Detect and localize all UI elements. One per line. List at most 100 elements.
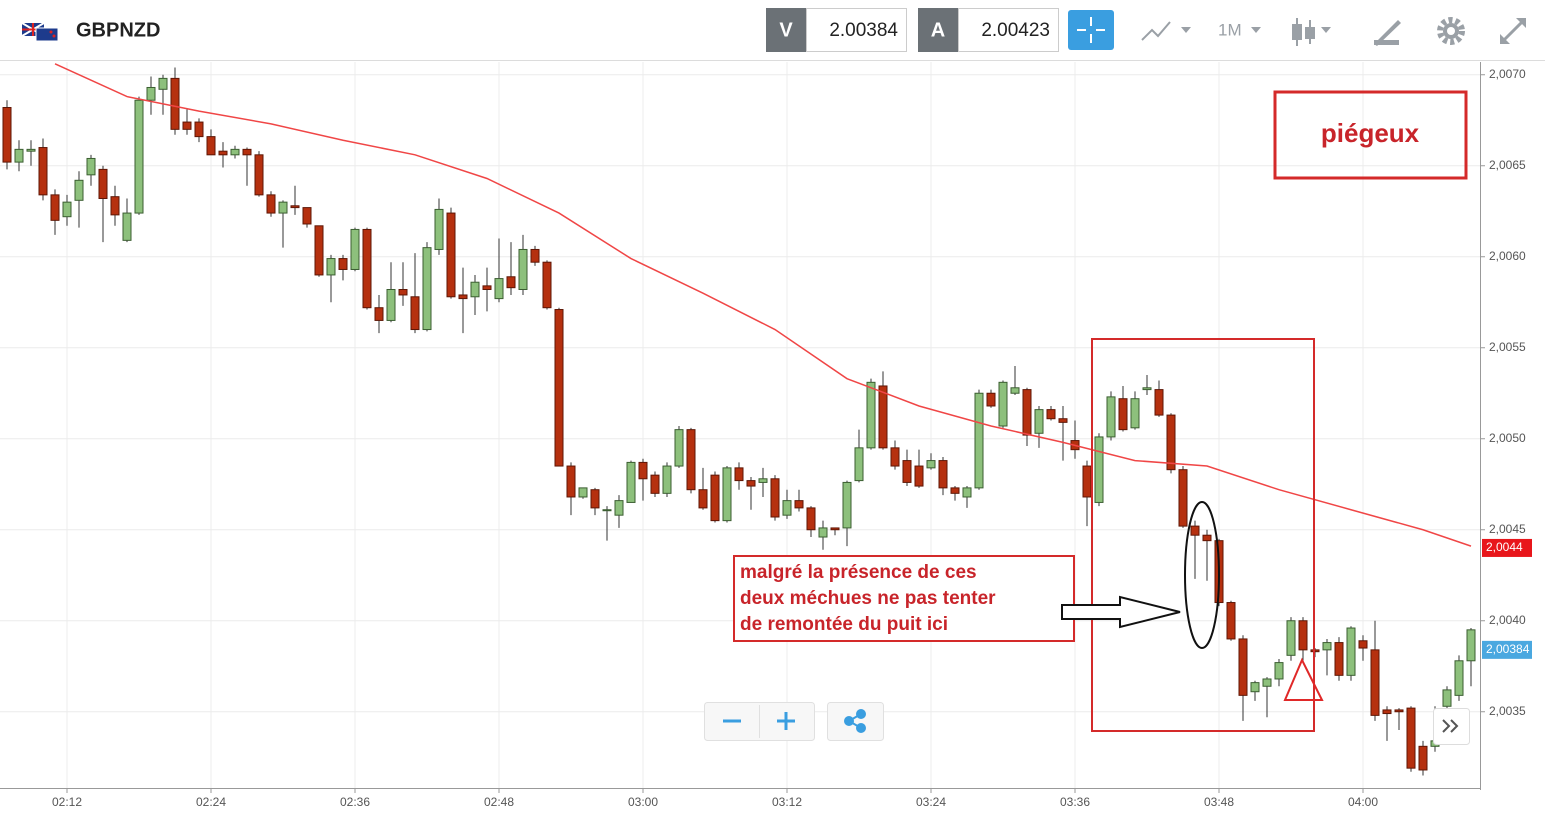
crosshair-button[interactable]: [1068, 10, 1114, 50]
candle-body: [1286, 620, 1296, 656]
buy-price-box[interactable]: [958, 8, 1059, 52]
candle-body: [878, 385, 888, 449]
candle-body: [938, 460, 948, 489]
candle-body: [842, 481, 852, 529]
buy-button[interactable]: [918, 8, 958, 52]
candle-body: [1094, 436, 1104, 503]
candle-body: [1178, 469, 1188, 527]
x-tick-label: 02:48: [484, 795, 514, 809]
candle-body: [242, 148, 252, 156]
candle-body: [1370, 649, 1380, 716]
candle-body: [146, 86, 156, 101]
indicators-button[interactable]: [1292, 18, 1331, 46]
candle-body: [50, 194, 60, 221]
candle-body: [134, 99, 144, 214]
candle-body: [422, 247, 432, 331]
timeframe-caret: [1251, 27, 1261, 33]
candle-body: [98, 168, 108, 200]
annotations: piégeux malgré la présence de ces deux m…: [733, 90, 1468, 732]
candle-body: [1358, 640, 1368, 649]
label-box: [1273, 90, 1468, 180]
candle-body: [614, 500, 624, 516]
candle-body: [722, 467, 732, 522]
candle-body: [998, 381, 1008, 427]
candle-body: [38, 147, 48, 196]
candle-body: [362, 228, 372, 309]
wick-ellipse: [1184, 501, 1220, 649]
draw-button[interactable]: [1374, 20, 1401, 46]
candle-body: [1202, 534, 1212, 542]
candle-body: [494, 278, 504, 300]
candle-body: [986, 392, 996, 407]
candle-body: [122, 212, 132, 241]
candle-body: [1250, 682, 1260, 693]
candle-body: [170, 77, 180, 130]
ma-price-label-bg: [1482, 538, 1532, 557]
candle-body: [1322, 642, 1332, 651]
candle-body: [926, 460, 936, 469]
candle-body: [638, 461, 648, 480]
note-line: malgré la présence de ces: [740, 562, 977, 583]
candle-body: [482, 285, 492, 290]
candle-body: [1034, 409, 1044, 434]
candle-body: [674, 429, 684, 467]
crosshair-icon: [1077, 17, 1105, 43]
candle-body: [398, 289, 408, 296]
candle-body: [1394, 709, 1404, 713]
y-tick-label: 2,0045: [1489, 522, 1526, 536]
candle-body: [14, 148, 24, 163]
candle-body: [578, 487, 588, 498]
candle-body: [110, 196, 120, 216]
scroll-right-icon: [1442, 719, 1459, 733]
candle-body: [1022, 389, 1032, 436]
chart-type-button[interactable]: [1141, 21, 1191, 41]
candle-body: [230, 148, 240, 156]
candle-body: [1046, 409, 1056, 420]
scroll-right-button[interactable]: [1433, 708, 1470, 745]
candle-body: [446, 212, 456, 298]
x-tick-label: 03:00: [628, 795, 658, 809]
candle-body: [386, 289, 396, 321]
candle-body: [290, 205, 300, 209]
buy-label: A: [931, 19, 945, 41]
plot-area: 2,0035 2,0040 2,0045 2,0050 2,0055 2,0060 2,00…: [0, 62, 1532, 809]
sell-label: V: [779, 19, 793, 41]
y-tick-label: 2,0070: [1489, 67, 1526, 81]
candle-body: [158, 77, 168, 90]
candle-body: [626, 461, 636, 503]
fullscreen-button[interactable]: [1500, 18, 1526, 44]
current-price-label: 2,00384: [1486, 642, 1530, 656]
candle-body: [518, 248, 528, 291]
candle-body: [866, 381, 876, 449]
sell-button[interactable]: [766, 8, 806, 52]
x-tick-label: 03:36: [1060, 795, 1090, 809]
candle-body: [590, 489, 600, 509]
note-box: [733, 555, 1075, 642]
candle-body: [62, 201, 72, 218]
zoom-controls: [704, 702, 1470, 745]
x-tick-label: 03:48: [1204, 795, 1234, 809]
note-line: de remontée du puit ici: [740, 614, 948, 635]
settings-button[interactable]: [1437, 17, 1465, 45]
candle-body: [1154, 389, 1164, 416]
candle-body: [1418, 745, 1428, 771]
timeframe-button[interactable]: 1M: [1218, 20, 1242, 39]
candle-body: [698, 489, 708, 509]
candle-body: [410, 296, 420, 331]
y-tick-label: 2,0050: [1489, 431, 1526, 445]
candle-body: [542, 261, 552, 309]
candle-body: [530, 248, 540, 263]
candle-body: [338, 258, 348, 270]
y-tick-label: 2,0055: [1489, 340, 1526, 354]
candle-body: [206, 136, 216, 156]
candle-body: [1010, 387, 1020, 394]
sell-price-box[interactable]: [806, 8, 907, 52]
candle-body: [2, 107, 12, 163]
share-button[interactable]: [827, 702, 884, 741]
candle-body: [1454, 660, 1464, 696]
x-tick-label: 02:12: [52, 795, 82, 809]
candle-body: [1382, 709, 1392, 715]
candle-body: [266, 194, 276, 214]
candle-body: [950, 487, 960, 494]
